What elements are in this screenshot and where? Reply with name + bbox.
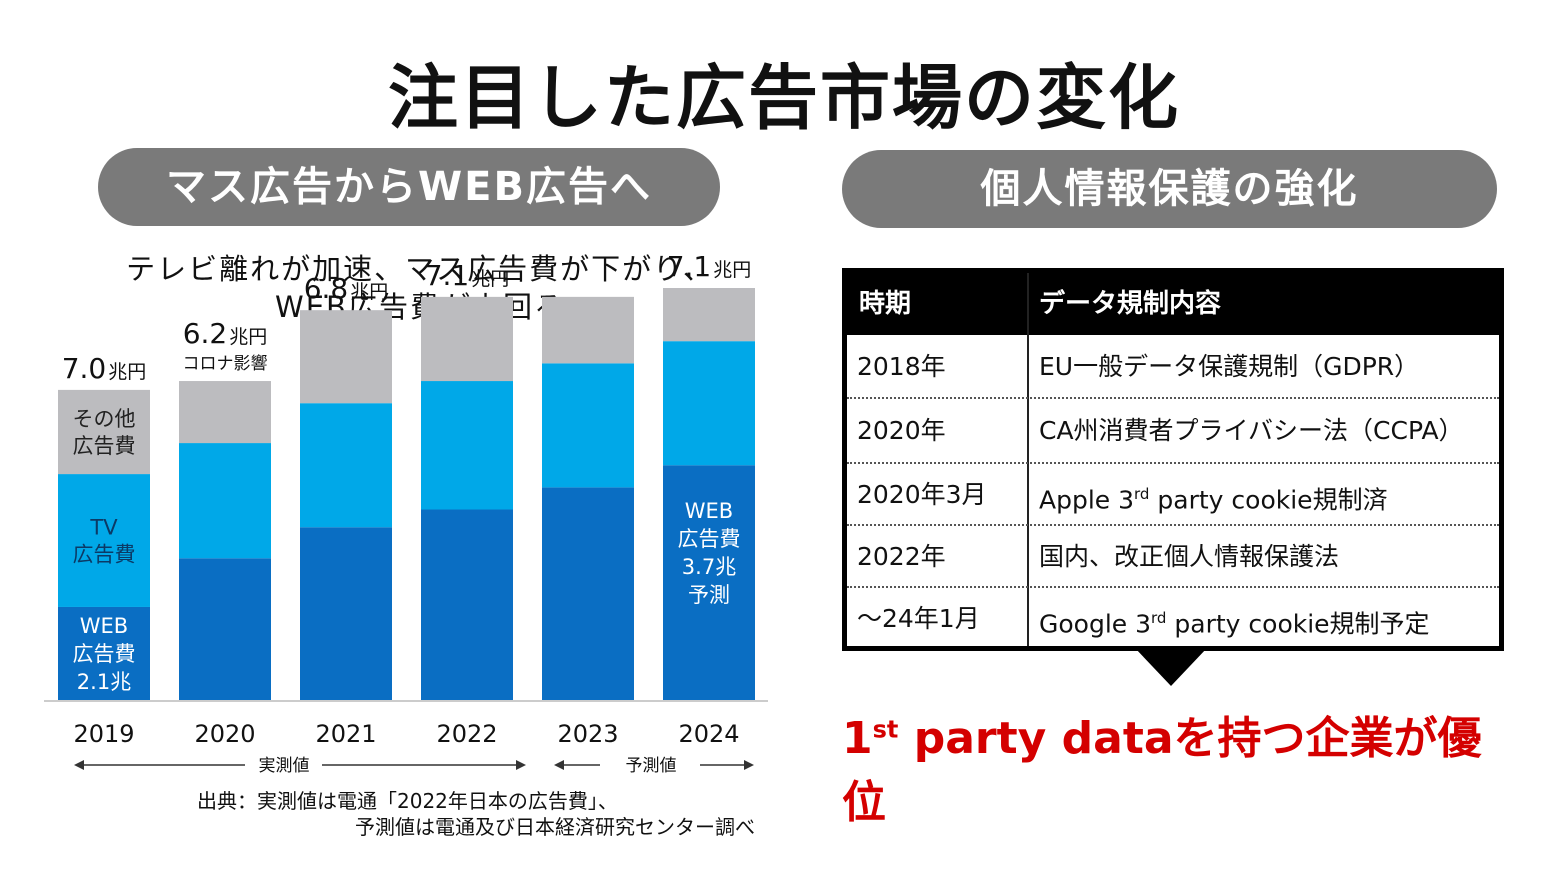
tv-segment [421,381,513,510]
row-divider [847,462,1499,464]
row-divider [847,524,1499,526]
other-segment [58,389,150,475]
row-content-post: party cookie規制予定 [1166,609,1430,639]
total-value-label: 6.2 兆円 [183,317,268,350]
web-segment [179,558,271,700]
right-section-heading: 個人情報保護の強化 [842,150,1497,228]
total-value-number: 7.1 [667,250,712,283]
other-segment [663,288,755,342]
other-segment [421,296,513,382]
chart-subtitle-line1: テレビ離れが加速、マス広告費が下がり、 [126,252,714,286]
row-content: Apple 3rd party cookie規制済 [1039,463,1388,531]
total-value-number: 7.0 [62,352,107,385]
arrowhead-icon [74,760,84,770]
web-segment [58,606,150,700]
row-period: 2020年3月 [857,480,987,509]
web-segment [542,487,634,700]
covid-annotation: コロナ影響 [183,354,268,374]
x-tick-label: 2020 [194,720,255,748]
table-row: 2020年3月 Apple 3rd party cookie規制済 [847,463,1499,526]
total-value-label: 7.1 兆円 [667,250,752,283]
other-segment [300,310,392,404]
down-arrow-icon [1135,648,1207,686]
x-tick-label: 2022 [436,720,497,748]
page-title: 注目した広告市場の変化 [388,57,1180,139]
row-content: EU一般データ保護規制（GDPR） [1039,352,1420,381]
row-content-sup: rd [1151,609,1167,627]
row-period: 2020年 [857,416,946,445]
other-segment-label: その他 [73,407,136,431]
x-tick-label: 2021 [315,720,376,748]
arrowhead-icon [554,760,564,770]
web-segment-label: 2.1兆 [77,670,131,694]
actual-range-label: 実測値 [259,756,310,776]
web-segment-label: WEB [80,614,128,638]
table-header: 時期 データ規制内容 [847,273,1499,335]
row-content-sup: rd [1134,485,1150,503]
total-value-unit: 兆円 [229,326,267,348]
forecast-web-label: 3.7兆 [682,555,736,579]
total-value-unit: 兆円 [713,259,751,281]
arrowhead-icon [516,760,526,770]
tv-segment [179,443,271,559]
row-content-pre: Apple 3 [1039,485,1135,515]
tv-segment-label: TV [89,515,118,539]
row-content-post: party cookie規制済 [1149,485,1388,515]
total-value-unit: 兆円 [350,281,388,303]
other-segment-label: 広告費 [73,434,136,458]
total-value-label: 6.8 兆円 [304,272,389,305]
web-segment [663,465,755,700]
table-row: 2018年 EU一般データ保護規制（GDPR） [847,335,1499,398]
web-segment [300,527,392,700]
total-value-number: 6.8 [304,272,349,305]
row-period: ～24年1月 [857,604,980,633]
total-value-label: 7.0 兆円 [62,352,147,385]
source-note-line1: 出典：実測値は電通「2022年日本の広告費」、 [197,789,618,813]
header-period: 時期 [859,289,912,319]
row-content: CA州消費者プライバシー法（CCPA） [1039,416,1464,445]
conclusion-sup: st [872,715,899,744]
arrowhead-icon [744,760,754,770]
regulation-table: 時期 データ規制内容 2018年 EU一般データ保護規制（GDPR） 2020年… [842,268,1504,651]
conclusion-text: 1st party dataを持つ企業が優位 [842,702,1522,830]
source-note-line2: 予測値は電通及び日本経済研究センター調べ [355,815,755,839]
row-content-pre: Google 3 [1039,609,1152,639]
column-divider [1027,273,1029,646]
x-tick-label: 2023 [557,720,618,748]
tv-segment [300,403,392,528]
left-section-heading: マス広告からWEB広告へ [98,148,720,226]
x-tick-label: 2019 [73,720,134,748]
tv-segment [542,363,634,488]
row-content: 国内、改正個人情報保護法 [1039,542,1340,571]
total-value-unit: 兆円 [108,361,146,383]
other-segment [542,296,634,364]
x-tick-label: 2024 [678,720,739,748]
row-content: Google 3rd party cookie規制予定 [1039,587,1430,655]
table-row: ～24年1月 Google 3rd party cookie規制予定 [847,587,1499,650]
row-divider [847,586,1499,588]
tv-segment-label: 広告費 [73,542,136,566]
table-row: 2022年 国内、改正個人情報保護法 [847,525,1499,588]
table-row: 2020年 CA州消費者プライバシー法（CCPA） [847,399,1499,462]
other-segment [179,381,271,444]
forecast-range-label: 予測値 [626,756,677,776]
row-period: 2018年 [857,352,946,381]
conclusion-pre: 1 [842,713,873,764]
forecast-web-label: WEB [685,499,733,523]
total-value-number: 7.1 [425,259,470,292]
total-value-unit: 兆円 [471,268,509,290]
header-content: データ規制内容 [1039,289,1222,319]
total-value-number: 6.2 [183,317,228,350]
tv-segment [663,341,755,466]
forecast-web-label: 広告費 [678,527,741,551]
web-segment-label: 広告費 [73,642,136,666]
conclusion-post: party dataを持つ企業が優位 [842,713,1482,828]
total-value-label: 7.1 兆円 [425,259,510,292]
row-period: 2022年 [857,542,946,571]
tv-segment [58,474,150,607]
forecast-web-label: 予測 [688,583,730,607]
row-divider [847,397,1499,399]
web-segment [421,509,513,700]
